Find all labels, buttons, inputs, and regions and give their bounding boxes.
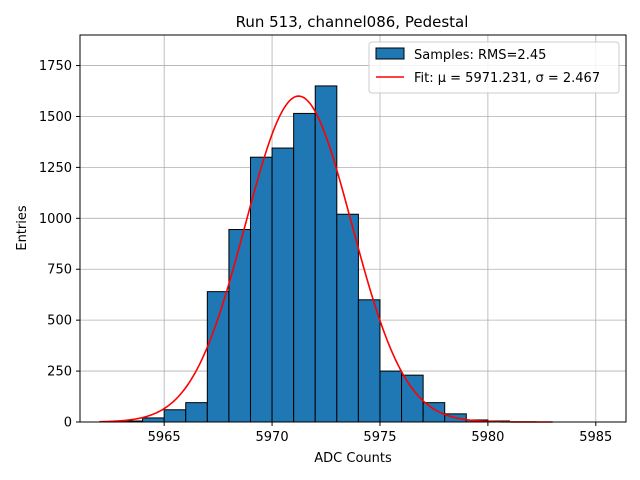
- gaussian-fit-curve: [99, 95, 553, 423]
- y-axis-ticks: 0 250 500 750 1000 1250 1500 1750: [39, 59, 80, 431]
- y-tick-label-1250: 1250: [39, 161, 72, 176]
- x-tick-label-5965: 5965: [148, 430, 181, 445]
- x-axis-ticks: 5965 5970 5975 5980 5985: [148, 422, 612, 445]
- histogram-bar: [249, 156, 273, 423]
- histogram-bar: [379, 370, 403, 423]
- histogram-bar: [142, 417, 165, 423]
- y-tick-label-0: 0: [64, 416, 72, 431]
- x-tick-label-5975: 5975: [363, 430, 396, 445]
- y-tick-label-1750: 1750: [39, 59, 72, 74]
- x-tick-label-5970: 5970: [256, 430, 289, 445]
- histogram-bar: [185, 402, 208, 423]
- legend-swatch-samples: [375, 47, 405, 60]
- legend: Samples: RMS=2.45 Fit: μ = 5971.231, σ =…: [368, 41, 620, 94]
- y-tick-label-1000: 1000: [39, 212, 72, 227]
- histogram-bar: [357, 299, 381, 423]
- x-axis-label: ADC Counts: [314, 451, 392, 466]
- histogram-bars: [120, 85, 510, 423]
- y-tick-label-750: 750: [47, 263, 72, 278]
- plot-frame: [79, 34, 627, 423]
- histogram-bar: [336, 213, 359, 423]
- histogram-bar: [271, 147, 295, 423]
- y-tick-label-500: 500: [47, 314, 72, 329]
- chart-title: Run 513, channel086, Pedestal: [236, 13, 469, 31]
- y-axis-label: Entries: [15, 205, 30, 251]
- legend-box: [368, 41, 620, 94]
- histogram-bar: [293, 112, 316, 423]
- y-tick-label-1500: 1500: [39, 110, 72, 125]
- legend-label-fit: Fit: μ = 5971.231, σ = 2.467: [414, 71, 600, 86]
- histogram-bar: [228, 229, 251, 423]
- histogram-bar: [163, 409, 187, 423]
- x-tick-label-5985: 5985: [579, 430, 612, 445]
- x-tick-label-5980: 5980: [471, 430, 504, 445]
- legend-label-samples: Samples: RMS=2.45: [414, 48, 546, 63]
- y-tick-label-250: 250: [47, 365, 72, 380]
- histogram-bar: [206, 291, 230, 423]
